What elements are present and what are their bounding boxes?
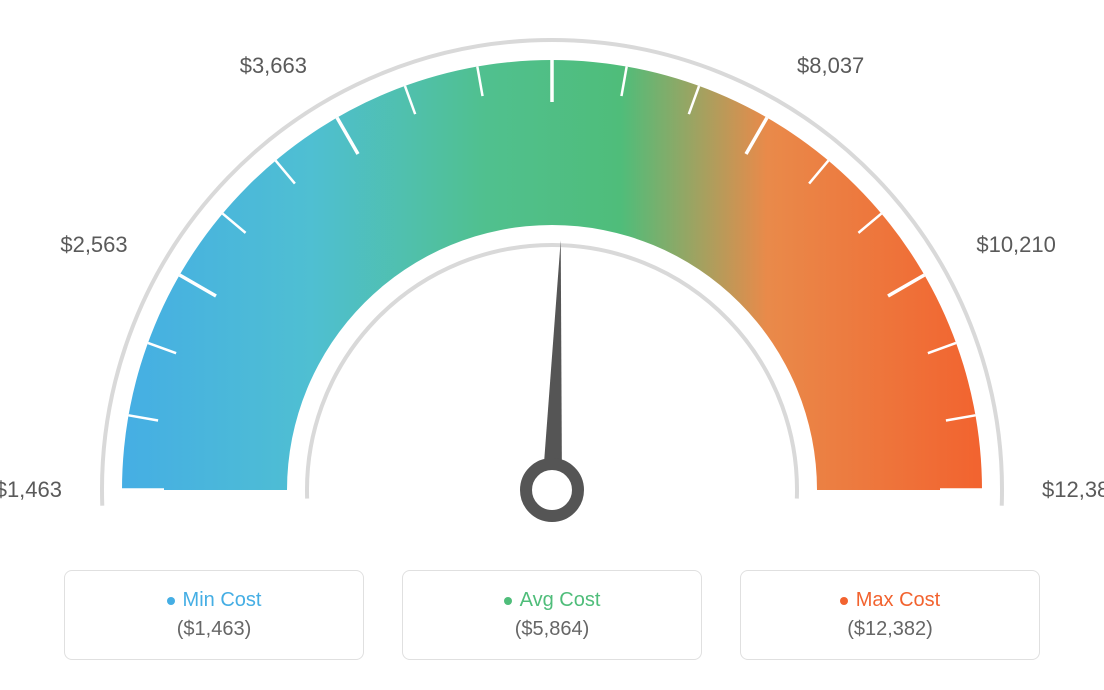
legend-value-max: ($12,382) (847, 618, 933, 641)
gauge-tick-label: $12,382 (1042, 477, 1104, 503)
gauge-tick-label: $10,210 (976, 232, 1056, 258)
gauge-svg (0, 0, 1104, 560)
gauge-tick-label: $1,463 (0, 477, 62, 503)
legend-label-avg: Avg Cost (520, 589, 601, 612)
legend-card-min: Min Cost ($1,463) (64, 570, 364, 660)
legend-dot-min (167, 597, 175, 605)
legend-title-max: Max Cost (840, 589, 940, 612)
gauge-tick-label: $2,563 (60, 232, 127, 258)
legend-dot-max (840, 597, 848, 605)
legend-title-min: Min Cost (167, 589, 262, 612)
legend-value-avg: ($5,864) (515, 618, 590, 641)
gauge-chart: $1,463$2,563$3,663$5,864$8,037$10,210$12… (0, 0, 1104, 560)
legend-card-avg: Avg Cost ($5,864) (402, 570, 702, 660)
legend-card-max: Max Cost ($12,382) (740, 570, 1040, 660)
legend-title-avg: Avg Cost (504, 589, 601, 612)
legend-dot-avg (504, 597, 512, 605)
legend-value-min: ($1,463) (177, 618, 252, 641)
gauge-tick-label: $8,037 (797, 53, 864, 79)
legend-row: Min Cost ($1,463) Avg Cost ($5,864) Max … (0, 570, 1104, 660)
legend-label-max: Max Cost (856, 589, 940, 612)
legend-label-min: Min Cost (183, 589, 262, 612)
gauge-tick-label: $3,663 (240, 53, 307, 79)
